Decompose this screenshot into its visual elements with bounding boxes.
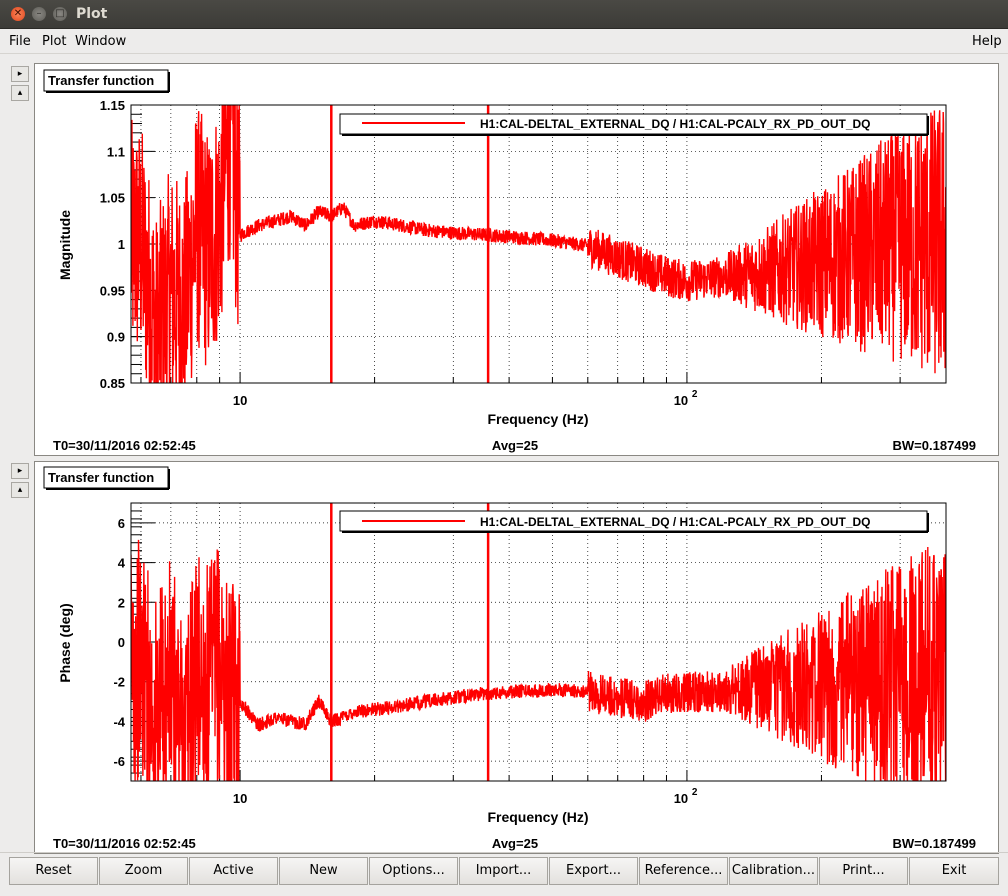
y-tick-label: 2: [118, 595, 125, 610]
options-button[interactable]: Options...: [369, 857, 458, 885]
close-window-icon[interactable]: ✕: [11, 7, 25, 21]
series-line: [131, 105, 946, 383]
y-tick-label: 1.15: [100, 98, 125, 113]
plot-frame: [130, 104, 947, 384]
bw-label: BW=0.187499: [893, 836, 976, 851]
maximize-window-icon[interactable]: □: [53, 7, 67, 21]
x-tick-label: 10: [674, 791, 688, 806]
y-tick-label: 4: [118, 556, 126, 571]
legend: H1:CAL-DELTAL_EXTERNAL_DQ / H1:CAL-PCALY…: [339, 113, 929, 136]
menu-bar: File Plot Window Help: [0, 29, 1008, 54]
y-tick-label: -4: [113, 714, 125, 729]
x-tick-label: 10: [233, 393, 247, 408]
x-tick-exponent: 2: [692, 389, 698, 400]
y-tick-label: 1.05: [100, 191, 125, 206]
pad-title: Transfer function: [43, 466, 170, 490]
reset-button[interactable]: Reset: [9, 857, 98, 885]
exit-button[interactable]: Exit: [909, 857, 999, 885]
y-tick-label: 0: [118, 635, 125, 650]
button-row: Reset Zoom Active New Options... Import.…: [9, 857, 999, 885]
new-button[interactable]: New: [279, 857, 368, 885]
y-tick-label: 0.95: [100, 283, 125, 298]
expand-right-icon[interactable]: ▸: [11, 66, 29, 82]
magnitude-plot: 0.85 0.9 0.95 1 1.05 1.1 1.15 10 10 2 Transfer f…: [43, 69, 976, 453]
x-tick-label: 10: [674, 393, 688, 408]
y-tick-label: 0.85: [100, 376, 125, 391]
series-line: [131, 539, 946, 781]
plot-pad-phase[interactable]: -6 -4 -2 0 2 4 6 10 10 2 Transfer function H1:CA…: [34, 461, 999, 854]
pad-title: Transfer function: [43, 69, 170, 93]
legend-label: H1:CAL-DELTAL_EXTERNAL_DQ / H1:CAL-PCALY…: [480, 515, 871, 529]
expand-right-icon[interactable]: ▸: [11, 463, 29, 479]
x-axis-label: Frequency (Hz): [487, 411, 588, 427]
active-button[interactable]: Active: [189, 857, 278, 885]
x-axis-label: Frequency (Hz): [487, 809, 588, 825]
x-tick-exponent: 2: [692, 787, 698, 798]
y-axis-label: Phase (deg): [57, 603, 73, 682]
import-button[interactable]: Import...: [459, 857, 548, 885]
minimize-window-icon[interactable]: –: [32, 7, 46, 21]
menu-file[interactable]: File: [9, 34, 31, 49]
avg-label: Avg=25: [492, 438, 538, 453]
zoom-button[interactable]: Zoom: [99, 857, 188, 885]
y-axis-label: Magnitude: [57, 210, 73, 280]
collapse-up-icon[interactable]: ▴: [11, 85, 29, 101]
legend: H1:CAL-DELTAL_EXTERNAL_DQ / H1:CAL-PCALY…: [339, 510, 929, 533]
x-tick-label: 10: [233, 791, 247, 806]
legend-label: H1:CAL-DELTAL_EXTERNAL_DQ / H1:CAL-PCALY…: [480, 117, 871, 131]
avg-label: Avg=25: [492, 836, 538, 851]
menu-help[interactable]: Help: [972, 34, 1002, 49]
collapse-up-icon[interactable]: ▴: [11, 482, 29, 498]
menu-plot[interactable]: Plot: [42, 34, 67, 49]
phase-plot: -6 -4 -2 0 2 4 6 10 10 2 Transfer function H1:CA…: [43, 466, 976, 851]
window-title: Plot: [76, 6, 108, 22]
t0-label: T0=30/11/2016 02:52:45: [53, 438, 196, 453]
bw-label: BW=0.187499: [893, 438, 976, 453]
print-button[interactable]: Print...: [819, 857, 908, 885]
y-tick-label: 1: [118, 237, 125, 252]
plot-pad-magnitude[interactable]: 0.85 0.9 0.95 1 1.05 1.1 1.15 10 10 2 Transfer f…: [34, 63, 999, 456]
title-bar: ✕ – □ Plot: [0, 0, 1008, 29]
y-tick-label: 1.1: [107, 144, 125, 159]
y-tick-label: 6: [118, 516, 125, 531]
pad-title-text: Transfer function: [48, 470, 154, 485]
t0-label: T0=30/11/2016 02:52:45: [53, 836, 196, 851]
y-tick-label: 0.9: [107, 330, 125, 345]
calibration-button[interactable]: Calibration...: [729, 857, 818, 885]
export-button[interactable]: Export...: [549, 857, 638, 885]
pad-title-text: Transfer function: [48, 73, 154, 88]
reference-button[interactable]: Reference...: [639, 857, 728, 885]
plot-frame: [130, 502, 947, 782]
separator: [0, 852, 1008, 853]
menu-window[interactable]: Window: [75, 34, 127, 49]
y-tick-label: -6: [113, 754, 125, 769]
y-tick-label: -2: [113, 675, 125, 690]
